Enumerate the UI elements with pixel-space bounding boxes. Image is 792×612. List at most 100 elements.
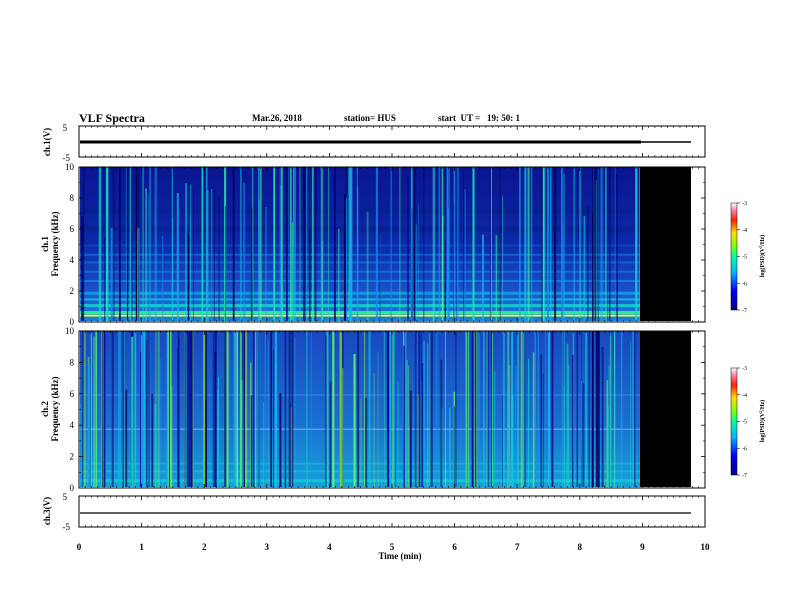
spectral-stripe xyxy=(146,340,148,487)
ch1-spectrogram-panel: 0 2 4 6 8 10 ch.1 Frequency (kHz) -3 -4 -5 -6 -7 … xyxy=(40,162,766,327)
spectral-stripe xyxy=(406,360,408,487)
spectral-stripe xyxy=(601,347,604,487)
spectral-stripe xyxy=(224,167,227,321)
spectral-stripe xyxy=(353,353,356,487)
spectral-stripe xyxy=(224,331,227,487)
spectral-stripe xyxy=(302,167,305,321)
colorbar-tick-label: -3 xyxy=(742,201,747,207)
spectral-stripe xyxy=(421,363,424,487)
spectral-stripe xyxy=(303,167,306,321)
spectral-stripe xyxy=(129,167,132,321)
spectral-stripe xyxy=(306,331,308,487)
spectral-stripe xyxy=(166,331,168,487)
spectral-stripe xyxy=(465,331,467,487)
spectral-stripe xyxy=(111,331,113,487)
spectral-stripe xyxy=(440,359,443,487)
spectral-stripe xyxy=(259,331,261,487)
spectral-stripe xyxy=(600,167,602,321)
spectral-stripe xyxy=(366,211,369,321)
spectral-stripe xyxy=(605,167,607,321)
freq-tick-label: 0 xyxy=(70,317,75,327)
freq-tick-label: 6 xyxy=(70,224,75,234)
spectral-stripe xyxy=(279,167,282,321)
freq-tick-label: 2 xyxy=(70,452,75,462)
spectral-stripe xyxy=(576,331,578,487)
spectral-stripe xyxy=(579,167,582,321)
spectral-stripe xyxy=(463,167,465,321)
spectral-stripe xyxy=(213,189,215,321)
spectral-stripe xyxy=(545,331,547,487)
spectral-stripe xyxy=(373,373,375,487)
ch1-spectrogram-stripes xyxy=(81,167,641,321)
spectral-stripe xyxy=(616,174,618,321)
spectral-stripe xyxy=(562,224,564,321)
ch3-ytick-top: 5 xyxy=(63,492,68,502)
spectral-stripe xyxy=(184,331,186,487)
spectral-stripe xyxy=(351,167,353,321)
colorbar-tick-label: -7 xyxy=(742,473,747,479)
spectral-stripe xyxy=(274,331,277,487)
spectral-stripe xyxy=(145,188,147,321)
frequency-band xyxy=(80,270,643,273)
frequency-band xyxy=(80,206,643,215)
spectral-stripe xyxy=(572,354,574,487)
spectral-stripe xyxy=(464,189,466,321)
spectral-stripe xyxy=(601,167,604,321)
spectral-stripe xyxy=(435,331,438,487)
spectral-stripe xyxy=(346,198,347,321)
spectral-stripe xyxy=(399,167,401,321)
spectral-stripe xyxy=(228,331,230,487)
start-time-label: start UT = 19: 50: 1 xyxy=(438,113,520,123)
time-tick-label: 0 xyxy=(77,542,82,552)
ch1-yticks: 0 2 4 6 8 10 xyxy=(65,162,705,327)
spectral-stripe xyxy=(522,331,525,487)
spectral-stripe xyxy=(327,167,330,321)
spectral-stripe xyxy=(314,167,317,321)
spectral-stripe xyxy=(201,167,204,321)
spectral-stripe xyxy=(595,331,598,487)
colorbar-tick-label: -3 xyxy=(742,366,747,372)
spectral-stripe xyxy=(383,331,385,487)
spectral-stripe xyxy=(472,167,475,321)
spectral-stripe xyxy=(551,331,554,487)
spectral-stripe xyxy=(489,167,491,321)
spectral-stripe xyxy=(432,167,435,321)
spectral-stripe xyxy=(607,167,609,321)
spectral-stripe xyxy=(482,234,484,321)
spectral-stripe xyxy=(543,167,546,321)
spectral-stripe xyxy=(258,331,261,487)
spectral-stripe xyxy=(270,331,272,487)
frequency-band xyxy=(80,470,643,473)
spectral-stripe xyxy=(255,331,257,487)
frequency-band xyxy=(80,428,643,431)
spectral-stripe xyxy=(131,175,133,321)
spectral-stripe xyxy=(290,407,292,487)
colorbar-tick-label: -6 xyxy=(742,281,747,287)
spectral-stripe xyxy=(532,352,535,487)
spectral-stripe xyxy=(453,167,456,321)
spectral-stripe xyxy=(475,331,477,487)
spectral-stripe xyxy=(453,203,454,321)
spectral-stripe xyxy=(287,167,289,321)
spectral-stripe xyxy=(224,167,226,321)
ch2-colorbar-ticks: -3 -4 -5 -6 -7 xyxy=(737,366,747,479)
spectral-stripe xyxy=(519,167,521,321)
ch2-colorbar-gradient xyxy=(730,367,738,476)
spectral-stripe xyxy=(368,331,371,487)
spectral-stripe xyxy=(634,331,636,487)
spectral-stripe xyxy=(239,167,242,321)
spectral-stripe xyxy=(286,167,288,321)
spectral-stripe xyxy=(218,196,220,321)
spectral-stripe xyxy=(592,212,594,321)
spectral-stripe xyxy=(409,390,412,487)
spectral-stripe xyxy=(294,337,296,487)
freq-tick-label: 0 xyxy=(70,483,75,493)
spectral-stripe xyxy=(234,331,237,487)
ch2-spectrogram-panel: 0 2 4 6 8 10 ch.2 Frequency (kHz) -3 -4 -5 -6 -7 … xyxy=(40,326,766,493)
frequency-band xyxy=(80,279,643,282)
spectral-stripe xyxy=(98,167,101,321)
station-label: station= HUS xyxy=(344,113,396,123)
spectral-stripe xyxy=(561,331,563,487)
spectral-stripe xyxy=(360,398,362,487)
spectral-stripe xyxy=(502,196,504,321)
